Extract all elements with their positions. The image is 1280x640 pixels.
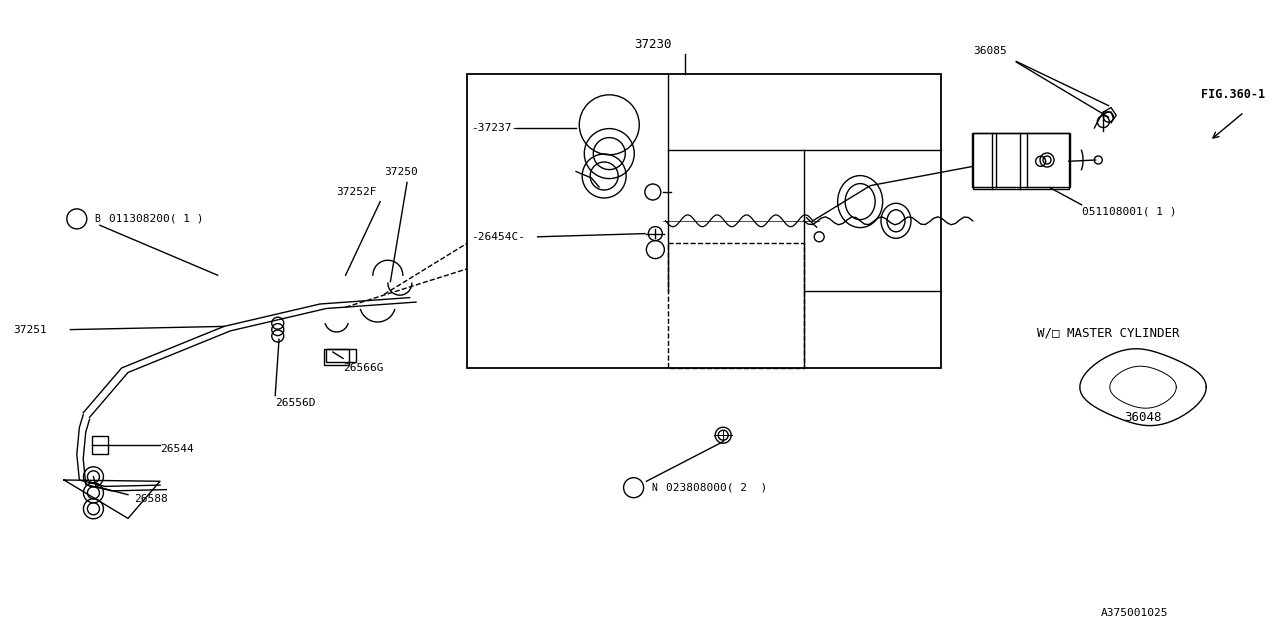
Text: FIG.360-1: FIG.360-1 [1201,88,1265,101]
Text: -37237-: -37237- [471,123,518,133]
Text: 36048: 36048 [1124,411,1162,424]
Bar [467,74,941,368]
Text: -26454C-: -26454C- [471,232,525,242]
Text: 36085: 36085 [973,46,1006,56]
Bar [324,349,349,365]
Bar [668,243,804,368]
Text: A375001025: A375001025 [1101,608,1169,618]
Text: 011308200( 1 ): 011308200( 1 ) [109,214,204,224]
Text: N: N [652,483,658,493]
Text: 051108001( 1 ): 051108001( 1 ) [1082,206,1176,216]
Text: 26544: 26544 [160,444,193,454]
Bar [326,349,356,362]
Text: 37252F: 37252F [337,187,378,197]
Text: 26588: 26588 [134,494,168,504]
Text: 26556D: 26556D [275,398,316,408]
Bar [92,436,108,454]
Text: B: B [95,214,101,224]
Text: 37230: 37230 [634,38,672,51]
Text: 023808000( 2  ): 023808000( 2 ) [666,483,767,493]
Text: 26566G: 26566G [343,363,384,373]
Text: 37250: 37250 [384,166,417,177]
Bar [973,133,1069,189]
Text: 37251: 37251 [13,324,46,335]
Text: W/□ MASTER CYLINDER: W/□ MASTER CYLINDER [1037,326,1179,339]
Bar [972,133,1070,187]
